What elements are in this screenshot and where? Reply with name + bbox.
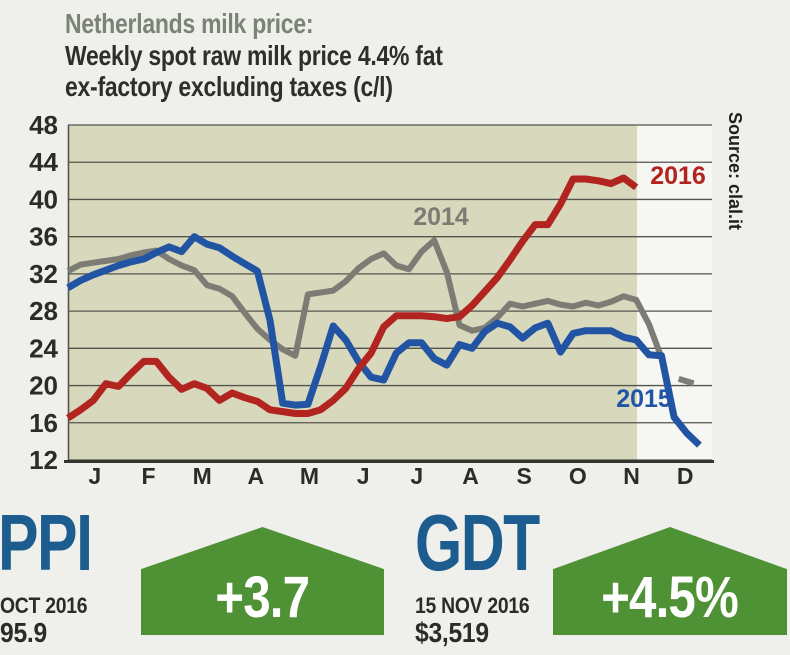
chart-title: Netherlands milk price: [65, 8, 314, 39]
svg-text:N: N [623, 463, 640, 489]
gdt-label: GDT [415, 498, 540, 587]
svg-text:D: D [677, 463, 694, 489]
svg-text:F: F [141, 463, 155, 489]
svg-text:12: 12 [29, 445, 58, 475]
svg-text:40: 40 [29, 184, 58, 214]
gdt-up-arrow: +4.5% [553, 527, 787, 635]
gdt-change: +4.5% [601, 565, 740, 630]
highlight-band [68, 125, 637, 460]
svg-text:32: 32 [29, 259, 58, 289]
svg-text:M: M [193, 463, 212, 489]
svg-text:24: 24 [29, 333, 58, 363]
svg-text:J: J [410, 463, 423, 489]
chart-title-block: Netherlands milk price: Weekly spot raw … [65, 8, 443, 102]
svg-text:A: A [248, 463, 265, 489]
ppi-value: 95.9 [0, 617, 47, 648]
ppi-change: +3.7 [215, 565, 311, 630]
svg-text:48: 48 [29, 110, 58, 140]
svg-text:J: J [357, 463, 370, 489]
series-2016 [66, 174, 639, 422]
ppi-date: OCT 2016 [0, 593, 88, 618]
series-label-2016: 2016 [650, 162, 706, 190]
chart-subtitle-line2: ex-factory excluding taxes (c/l) [65, 71, 393, 102]
gdt-date: 15 NOV 2016 [415, 593, 530, 618]
series-2015 [66, 233, 702, 448]
series-2014 [66, 237, 695, 387]
source-label: Source: clal.it [725, 112, 745, 230]
series-label-2015: 2015 [616, 385, 672, 413]
series-label-2014: 2014 [413, 203, 469, 231]
svg-text:44: 44 [29, 147, 58, 177]
svg-text:20: 20 [29, 371, 58, 401]
svg-text:28: 28 [29, 296, 58, 326]
svg-text:16: 16 [29, 408, 58, 438]
chart-subtitle-line1: Weekly spot raw milk price 4.4% fat [65, 40, 443, 71]
y-axis-labels: 48 44 40 36 32 28 24 20 16 12 [29, 110, 58, 475]
svg-text:S: S [516, 463, 531, 489]
svg-text:O: O [569, 463, 587, 489]
svg-text:J: J [88, 463, 101, 489]
svg-text:A: A [462, 463, 479, 489]
svg-text:36: 36 [29, 222, 58, 252]
gdt-value: $3,519 [415, 617, 489, 648]
svg-text:M: M [300, 463, 319, 489]
ppi-label: PPI [0, 498, 93, 587]
ppi-up-arrow: +3.7 [141, 527, 384, 635]
